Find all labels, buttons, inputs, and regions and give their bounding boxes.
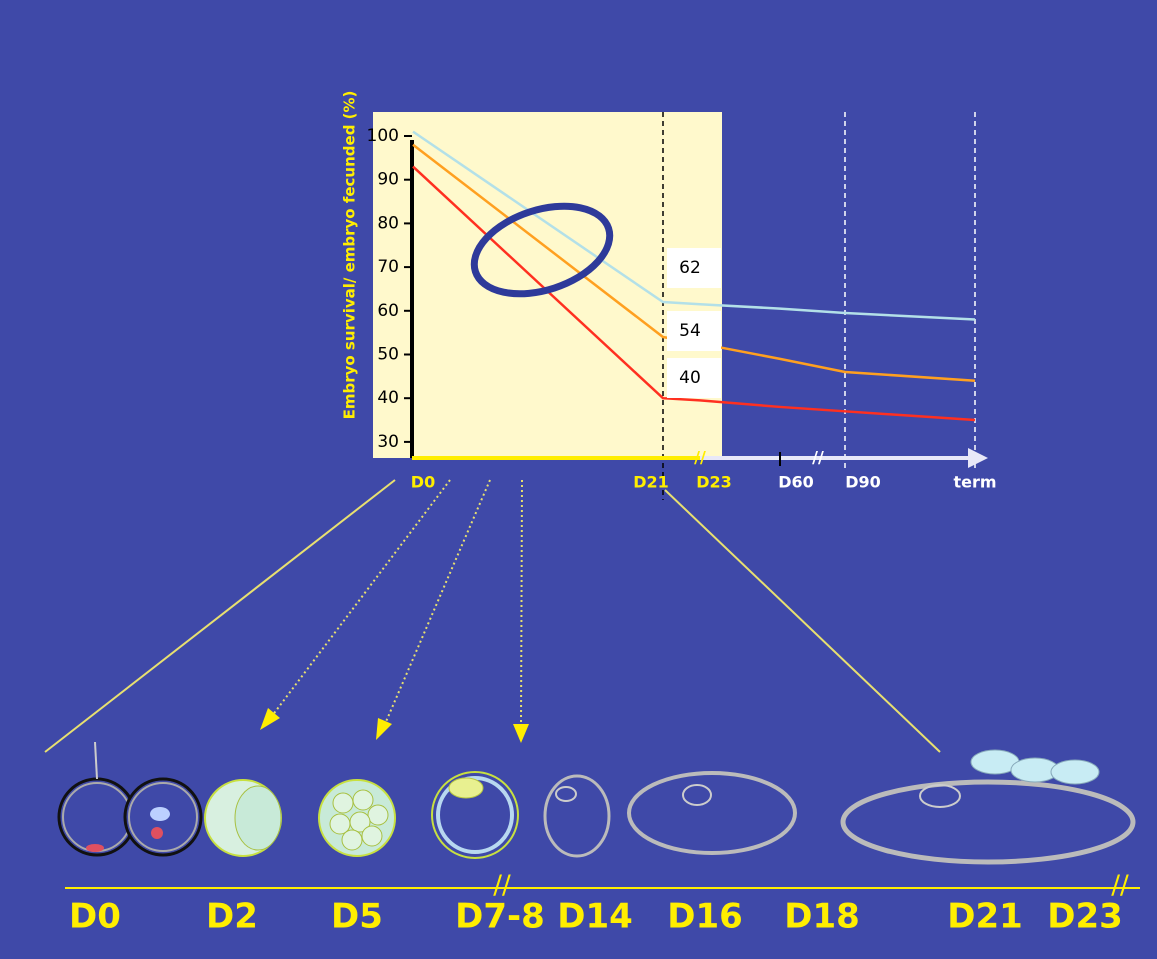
timeline-label: D23	[1047, 897, 1123, 937]
timeline-label: D18	[784, 897, 860, 937]
data-label: 62	[679, 258, 701, 278]
y-axis-title: Embryo survival/ embryo fecunded (%)	[341, 91, 359, 420]
data-label: 40	[679, 368, 701, 388]
slide: // // Embryo survival/ embryo fecunded (…	[0, 0, 1157, 959]
timeline-label: D0	[69, 897, 121, 937]
x-tick-label: D21	[633, 473, 669, 492]
timeline-label: D2	[206, 897, 258, 937]
axis-break: //	[812, 448, 824, 467]
timeline-label: D21	[947, 897, 1023, 937]
x-tick-label: D60	[778, 473, 814, 492]
y-tick-label: 40	[377, 388, 399, 408]
x-tick-label: term	[953, 473, 996, 492]
timeline-label: D14	[557, 897, 633, 937]
y-tick-label: 90	[377, 170, 399, 190]
y-tick-label: 50	[377, 345, 399, 365]
y-tick-label: 70	[377, 257, 399, 277]
x-tick-label: D0	[411, 473, 435, 492]
x-tick-label: D23	[696, 473, 732, 492]
timeline-label: D16	[667, 897, 743, 937]
timeline-label: D7-8	[455, 897, 545, 937]
data-label: 54	[679, 321, 701, 341]
y-tick-label: 100	[367, 126, 399, 146]
y-tick-label: 80	[377, 213, 399, 233]
y-tick-label: 30	[377, 432, 399, 452]
axis-break: //	[694, 448, 706, 467]
x-tick-label: D90	[845, 473, 881, 492]
timeline-label: D5	[331, 897, 383, 937]
y-tick-label: 60	[377, 301, 399, 321]
timeline: D0 D2 D5 D7-8 D14 D16 D18 D21 D23	[69, 897, 1123, 937]
